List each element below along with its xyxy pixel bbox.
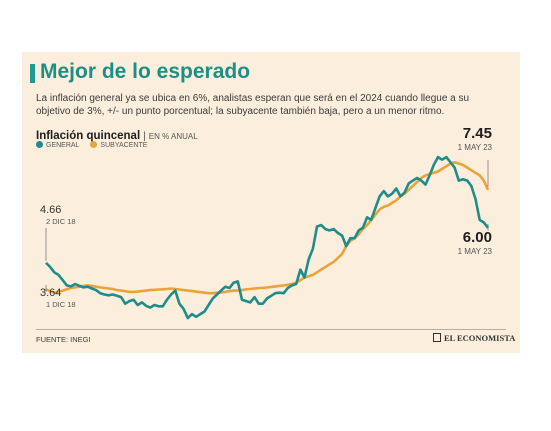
series-line-subyacente [45,161,490,295]
chart-legend: GENERAL SUBYACENTE [36,141,156,149]
legend-item-general: GENERAL [36,141,79,149]
source-note: FUENTE: INEGI [36,335,91,344]
chart-title: Inflación quincenal [36,130,141,142]
legend-label-general: GENERAL [46,142,80,149]
chart-header: Inflación quincenal | EN % ANUAL [36,126,198,144]
data-label-general-end-value: 6.00 [463,229,492,246]
data-label-general-end-date: 1 MAY 23 [458,247,493,256]
page-title: Mejor de lo esperado [40,60,251,83]
chart-title-separator: | [143,131,146,142]
line-chart: 4.662 DIC 183.641 DIC 187.451 MAY 236.00… [40,125,493,320]
infographic-card: Mejor de lo esperado La inflación genera… [22,52,520,353]
data-label-general-start-value: 4.66 [40,204,61,216]
brand-mark-icon [433,333,441,342]
title-accent-bar [30,64,35,83]
data-label-subyacente-end-date: 1 MAY 23 [458,143,493,152]
legend-swatch-general [36,141,43,148]
series-line-general [45,155,490,320]
legend-item-subyacente: SUBYACENTE [90,141,147,149]
data-label-subyacente-end-value: 7.45 [463,125,492,142]
page-subtitle: La inflación general ya se ubica en 6%, … [36,93,470,117]
brand-logo: EL ECONOMISTA [433,333,515,343]
brand-name: EL ECONOMISTA [444,333,516,343]
data-label-subyacente-start-value: 3.64 [40,287,61,299]
data-label-subyacente-start-date: 1 DIC 18 [46,300,76,309]
data-label-general-start-date: 2 DIC 18 [46,217,76,226]
legend-swatch-subyacente [90,141,98,148]
chart-unit: EN % ANUAL [148,132,198,141]
footer-divider [36,329,506,330]
legend-label-subyacente: SUBYACENTE [100,142,148,149]
